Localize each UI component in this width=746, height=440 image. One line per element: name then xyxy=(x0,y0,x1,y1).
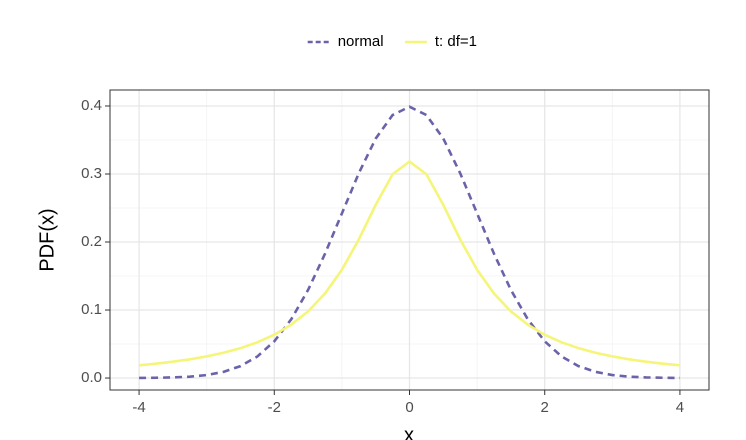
x-tick-label: -2 xyxy=(268,399,281,416)
x-tick-label: 2 xyxy=(541,399,549,416)
y-tick-label: 0.3 xyxy=(81,165,102,182)
line xyxy=(138,159,681,367)
y-tick-label: 0.2 xyxy=(81,233,102,250)
x-tick-label: 4 xyxy=(676,399,684,416)
y-axis-title: PDF(x) xyxy=(36,208,58,271)
y-tick-label: 0.4 xyxy=(81,97,102,114)
line xyxy=(139,105,680,380)
x-tick-label: 0 xyxy=(405,399,413,416)
x-tick-label: -4 xyxy=(132,399,145,416)
legend-label: normal xyxy=(338,33,384,50)
y-tick-label: 0.0 xyxy=(81,369,102,386)
legend-label: t: df=1 xyxy=(435,33,477,50)
x-axis-title: x xyxy=(404,424,414,440)
y-tick-label: 0.1 xyxy=(81,301,102,318)
